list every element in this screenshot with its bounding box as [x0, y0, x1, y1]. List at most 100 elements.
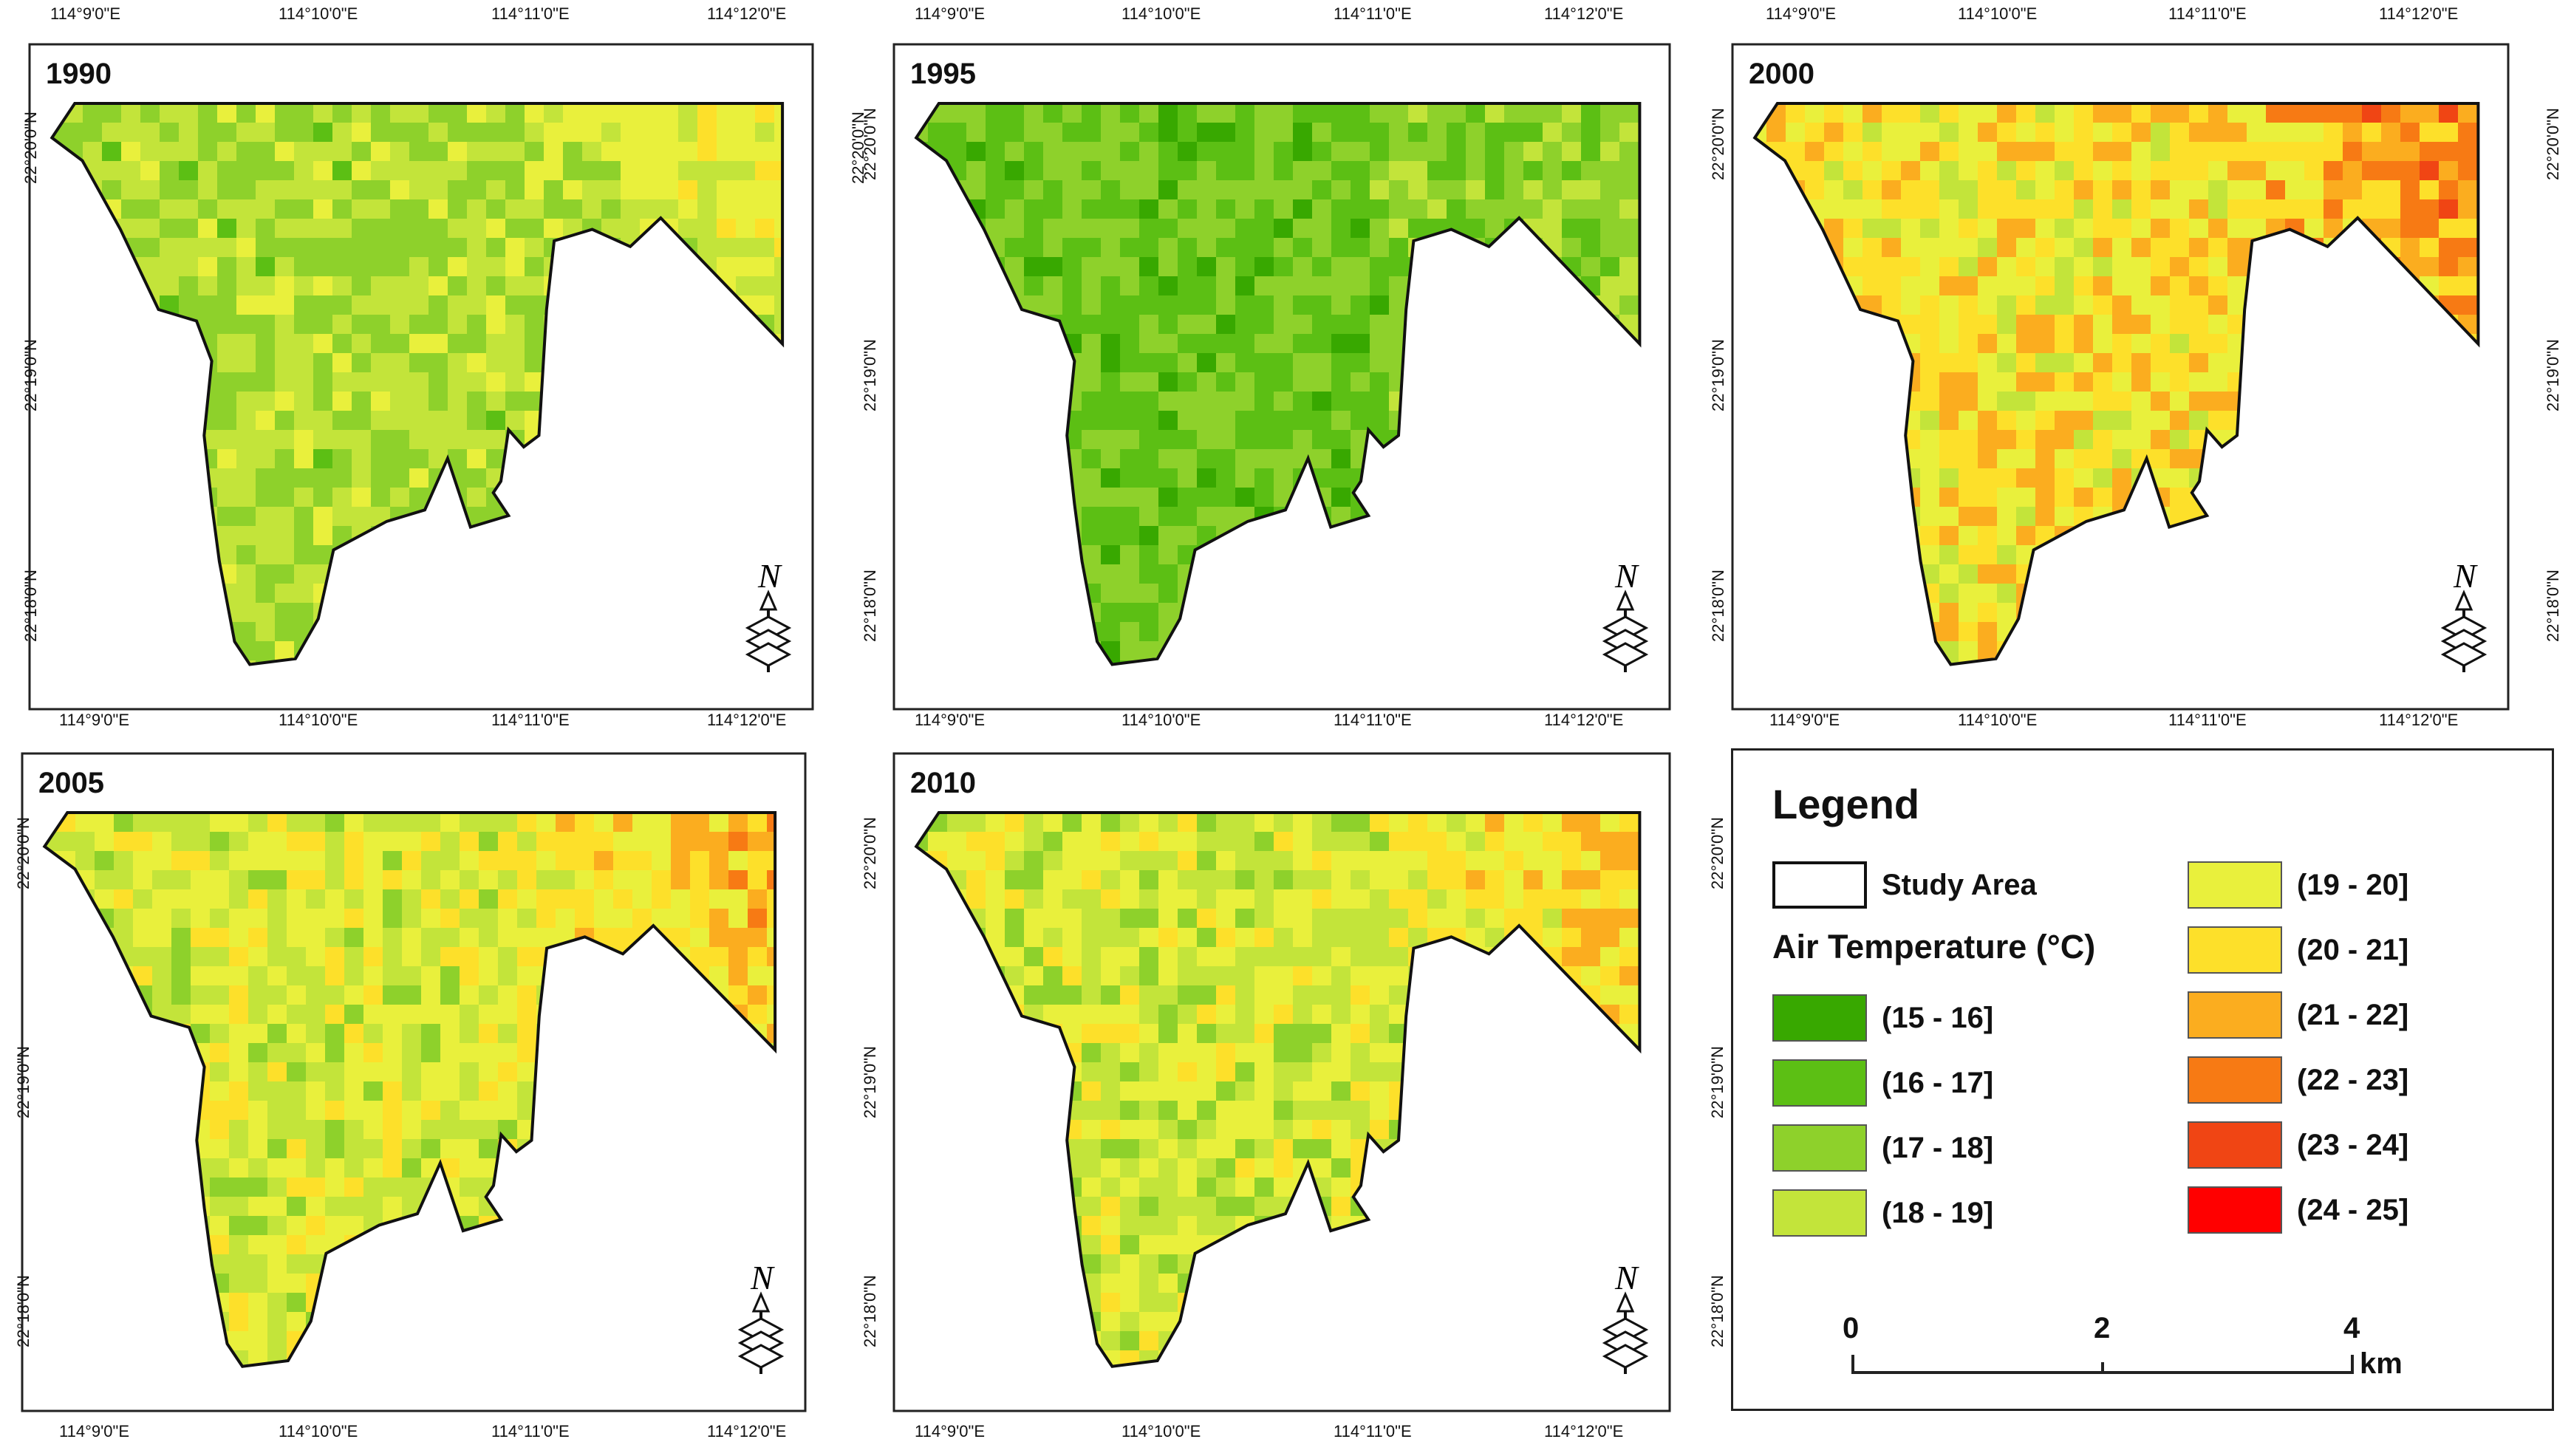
lon-tick-bottom: 114°9'0"E: [915, 1422, 986, 1440]
map-svg: N: [21, 752, 807, 1412]
study-area-outline: [42, 811, 777, 1368]
legend-swatch: [2188, 926, 2282, 974]
lat-tick-right: 22°18'0"N: [2544, 570, 2562, 642]
lon-tick-top: 114°10'0"E: [279, 4, 358, 23]
lat-tick-left: 22°19'0"N: [21, 339, 40, 411]
north-arrow-icon: [1602, 1291, 1649, 1374]
lon-tick-bottom: 114°11'0"E: [491, 711, 570, 729]
lat-tick-left: 22°18'0"N: [861, 570, 879, 642]
legend-class-label: (19 - 20]: [2297, 869, 2409, 901]
legend-class-label: (18 - 19]: [1882, 1197, 1994, 1229]
lon-tick-bottom: 114°11'0"E: [2168, 711, 2247, 729]
lat-tick-left: 22°19'0"N: [861, 1046, 879, 1118]
scale-label-4: 4: [2343, 1312, 2360, 1344]
scale-unit: km: [2360, 1347, 2403, 1380]
map-panel-1990: N 114°9'0"E 114°10'0"E 114°11'0"E 114°12…: [0, 0, 867, 739]
temperature-legend-title: Air Temperature (°C): [1772, 928, 2096, 965]
lon-tick-bottom: 114°9'0"E: [59, 711, 130, 729]
north-arrow-icon: [737, 1291, 785, 1374]
lat-tick-left: 22°18'0"N: [14, 1275, 33, 1347]
lon-tick-bottom: 114°11'0"E: [1334, 1422, 1412, 1440]
lat-tick-left: 22°19'0"N: [1709, 339, 1727, 411]
lon-tick-bottom: 114°9'0"E: [915, 711, 986, 729]
legend-class-label: (20 - 21]: [2297, 934, 2409, 966]
map-panel-2005: N 114°9'0"E 114°10'0"E 114°11'0"E 114°12…: [0, 728, 842, 1456]
lat-tick-right: 22°20'0"N: [2544, 108, 2562, 180]
north-label: N: [757, 557, 782, 595]
legend-class-label: (22 - 23]: [2297, 1064, 2409, 1096]
scale-label-2: 2: [2094, 1312, 2111, 1344]
lon-tick-top: 114°10'0"E: [1958, 4, 2038, 23]
legend-swatch: [2188, 1056, 2282, 1104]
study-area-outline: [914, 102, 1642, 666]
lon-tick-bottom: 114°12'0"E: [1544, 1422, 1624, 1440]
lon-tick-top: 114°10'0"E: [1121, 4, 1201, 23]
legend-class-label: (21 - 22]: [2297, 999, 2409, 1031]
legend-swatch: [1772, 1059, 1867, 1107]
lon-tick-bottom: 114°11'0"E: [1334, 711, 1412, 729]
map-panel-1995: N 114°9'0"E 114°10'0"E 114°11'0"E 114°12…: [842, 0, 1692, 739]
legend-swatch: [1772, 1189, 1867, 1237]
lat-tick-left: 22°18'0"N: [861, 1275, 879, 1347]
lon-tick-top: 114°9'0"E: [50, 4, 121, 23]
scale-label-0: 0: [1843, 1312, 1860, 1344]
lat-tick-left: 22°18'0"N: [21, 570, 40, 642]
lon-tick-bottom: 114°10'0"E: [1958, 711, 2038, 729]
lat-tick-left: 22°20'0"N: [21, 112, 40, 184]
legend-swatch: [1772, 1124, 1867, 1172]
lon-tick-top: 114°9'0"E: [915, 4, 986, 23]
lon-tick-top: 114°12'0"E: [1544, 4, 1624, 23]
map-svg: N: [892, 43, 1671, 711]
legend-class-label: (15 - 16]: [1882, 1002, 1994, 1034]
lat-tick-left: 22°20'0"N: [1709, 108, 1727, 180]
legend-class-label: (23 - 24]: [2297, 1129, 2409, 1161]
lat-tick-right: 22°19'0"N: [1708, 1046, 1727, 1118]
legend-class-label: (24 - 25]: [2297, 1194, 2409, 1226]
lon-tick-top: 114°9'0"E: [1766, 4, 1837, 23]
map-svg: N: [28, 43, 814, 711]
lon-tick-bottom: 114°12'0"E: [707, 711, 787, 729]
map-svg: N: [1731, 43, 2510, 711]
north-arrow-icon: [1602, 589, 1649, 672]
lon-tick-bottom: 114°12'0"E: [1544, 711, 1624, 729]
legend-swatch: [2188, 991, 2282, 1039]
map-year-label: 2005: [38, 767, 104, 799]
legend-swatch: [1772, 994, 1867, 1042]
lon-tick-bottom: 114°9'0"E: [1769, 711, 1840, 729]
lat-tick-left: 22°20'0"N: [14, 817, 33, 889]
study-area-outline: [49, 102, 785, 666]
study-area-label: Study Area: [1882, 869, 2037, 901]
lat-tick-left: 22°19'0"N: [14, 1046, 33, 1118]
lat-tick-right: 22°19'0"N: [2544, 339, 2562, 411]
north-label: N: [2453, 557, 2478, 595]
lon-tick-bottom: 114°10'0"E: [1121, 1422, 1201, 1440]
lat-tick-left: 22°20'0"N: [861, 817, 879, 889]
legend-swatch: [2188, 1186, 2282, 1234]
lon-tick-top: 114°11'0"E: [1334, 4, 1412, 23]
lat-tick-left: 22°18'0"N: [1709, 570, 1727, 642]
north-label: N: [750, 1259, 775, 1296]
lon-tick-top: 114°11'0"E: [2168, 4, 2247, 23]
lon-tick-top: 114°12'0"E: [707, 4, 787, 23]
lon-tick-bottom: 114°11'0"E: [491, 1422, 570, 1440]
legend-class-label: (17 - 18]: [1882, 1132, 1994, 1164]
north-arrow-icon: [745, 589, 792, 672]
map-year-label: 1995: [910, 58, 976, 90]
scale-bar: 0 2 4 km: [1843, 1312, 2403, 1386]
map-svg: N: [892, 752, 1671, 1412]
north-label: N: [1614, 557, 1639, 595]
map-year-label: 2000: [1749, 58, 1814, 90]
lon-tick-top: 114°12'0"E: [2379, 4, 2459, 23]
map-year-label: 1990: [46, 58, 112, 90]
lon-tick-bottom: 114°12'0"E: [707, 1422, 787, 1440]
map-panel-2010: N 114°9'0"E 114°10'0"E 114°11'0"E 114°12…: [842, 728, 1729, 1456]
lat-tick-right: 22°20'0"N: [1708, 817, 1727, 889]
lat-tick-right: 22°18'0"N: [1708, 1275, 1727, 1347]
study-area-outline: [1752, 102, 2480, 666]
legend: Legend Study Area Air Temperature (°C) (…: [1731, 748, 2554, 1411]
lon-tick-bottom: 114°10'0"E: [279, 1422, 358, 1440]
legend-class-label: (16 - 17]: [1882, 1067, 1994, 1099]
lat-tick-left: 22°20'0"N: [861, 108, 879, 180]
map-year-label: 2010: [910, 767, 976, 799]
legend-swatch: [2188, 1121, 2282, 1169]
